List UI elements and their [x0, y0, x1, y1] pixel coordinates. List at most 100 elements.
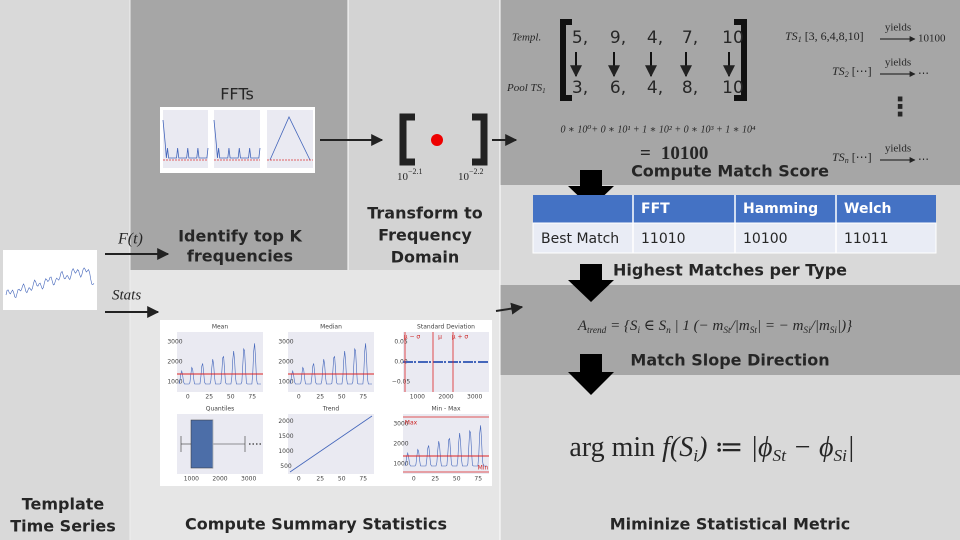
- match-caption: Compute Match Score: [631, 162, 829, 181]
- y-tick: −0.05: [392, 379, 411, 386]
- formula-part: (S: [670, 432, 693, 463]
- x-tick: 1000: [410, 394, 425, 401]
- x-tick: 25: [431, 476, 439, 483]
- slope-region: [500, 285, 960, 375]
- templ-label: Templ.: [512, 32, 541, 44]
- x-tick: 0: [297, 476, 301, 483]
- pool-name: Pool TS: [506, 82, 543, 94]
- formula-part: − ϕ: [786, 432, 833, 463]
- formula-part: /|m: [730, 318, 750, 334]
- ts-entry: TS1 [3, 6,4,8,10]: [785, 29, 864, 44]
- table-cell: 11011: [844, 231, 889, 247]
- pool-label: Pool TS1: [506, 82, 546, 95]
- y-tick: 3000: [393, 421, 408, 428]
- metric-formula: arg min f(Si) ≔ |ϕSt − ϕSi|: [569, 432, 854, 465]
- pool-sub: 1: [542, 87, 546, 95]
- panel: [288, 332, 374, 392]
- result: = 10100: [640, 143, 708, 164]
- y-tick: 500: [280, 463, 292, 470]
- table-header-cell: Welch: [844, 201, 892, 217]
- x-tick: 75: [359, 394, 367, 401]
- fft-caption: Identify top K: [178, 227, 302, 246]
- summary-caption: Compute Summary Statistics: [185, 515, 447, 534]
- templ-value: 10: [722, 28, 744, 48]
- line: [289, 415, 373, 473]
- left-title: Template: [22, 495, 105, 514]
- y-tick: 2000: [278, 418, 293, 425]
- base: 10: [397, 171, 409, 183]
- x-tick: 50: [453, 476, 461, 483]
- y-tick: 0.05: [394, 339, 408, 346]
- bracket: [399, 113, 415, 166]
- fft-title: FFTs: [220, 85, 254, 104]
- formula-part: |)}: [837, 318, 852, 334]
- transform-caption: Frequency: [378, 226, 472, 245]
- fft-caption: frequencies: [187, 247, 293, 266]
- x-tick: 1000: [184, 476, 199, 483]
- x-tick: 25: [316, 394, 324, 401]
- y-tick: 1000: [278, 379, 293, 386]
- formula-part: arg min: [569, 432, 662, 463]
- panel-title: Min - Max: [431, 406, 460, 413]
- formula-part: Si: [803, 326, 811, 336]
- template-image: [3, 250, 97, 310]
- pool-value: 4,: [647, 78, 663, 98]
- y-tick: 0.00: [394, 359, 408, 366]
- panel-title: Quantiles: [206, 406, 235, 413]
- x-tick: 3000: [467, 394, 482, 401]
- arrow: [495, 302, 524, 315]
- x-tick: 50: [338, 476, 346, 483]
- templ-value: 5,: [572, 28, 588, 48]
- base: 10: [458, 171, 470, 183]
- formula-part: Si: [833, 446, 847, 465]
- templ-value: 4,: [647, 28, 663, 48]
- formula-part: i: [637, 326, 640, 336]
- templ-value: 9,: [610, 28, 626, 48]
- x-tick: 50: [338, 394, 346, 401]
- ts-seq: [⋯]: [852, 64, 872, 78]
- exponent: −2.2: [469, 167, 484, 176]
- panel-title: Standard Deviation: [417, 324, 475, 331]
- ts-name: TS: [832, 64, 845, 78]
- sum-formula: 0 ∗ 10⁰+ 0 ∗ 10¹ + 1 ∗ 10² + 0 ∗ 10³ + 1…: [561, 124, 756, 135]
- y-tick: 3000: [278, 339, 293, 346]
- ts-output: ⋯: [918, 154, 929, 166]
- table-cell: Best Match: [541, 231, 619, 247]
- x-tick: 3000: [241, 476, 256, 483]
- formula-part: Si: [830, 326, 838, 336]
- yields: yields: [885, 22, 911, 34]
- x-tick: 0: [297, 394, 301, 401]
- x-tick: 50: [227, 394, 235, 401]
- ts-name: TS: [832, 150, 845, 164]
- result-eq: =: [640, 143, 651, 164]
- ts-sub: 2: [845, 70, 849, 79]
- x-tick: 2000: [438, 394, 453, 401]
- pool-value: 10: [722, 78, 744, 98]
- formula-part: f: [662, 432, 673, 463]
- exponent-label: 10−2.2: [458, 167, 484, 183]
- bracket: [560, 19, 572, 101]
- ts-output: 10100: [918, 33, 946, 45]
- formula-part: trend: [587, 326, 607, 336]
- note: μ: [438, 334, 442, 341]
- slope-caption: Match Slope Direction: [630, 351, 829, 370]
- frequency-dot: [431, 134, 443, 146]
- yields: yields: [885, 57, 911, 69]
- x-tick: 2000: [212, 476, 227, 483]
- ts-seq: [⋯]: [852, 150, 872, 164]
- big-arrow: [568, 264, 614, 302]
- stats-label: Stats: [112, 287, 141, 303]
- bracket: [472, 113, 488, 166]
- pool-value: 6,: [610, 78, 626, 98]
- formula-part: n: [666, 326, 671, 336]
- sparkline: [162, 119, 209, 159]
- formula-part: St: [773, 446, 788, 465]
- fft-plot: [163, 110, 208, 168]
- formula-part: ) ≔ |ϕ: [696, 432, 772, 463]
- y-tick: 1000: [278, 448, 293, 455]
- ts-entry: TSn [⋯]: [832, 150, 872, 165]
- note: μ − σ: [404, 334, 421, 341]
- ts-seq: [3, 6,4,8,10]: [805, 29, 864, 43]
- slope-formula: Atrend = {Si ∈ Sn | 1 (− mSt/|mSt| = − m…: [577, 318, 852, 335]
